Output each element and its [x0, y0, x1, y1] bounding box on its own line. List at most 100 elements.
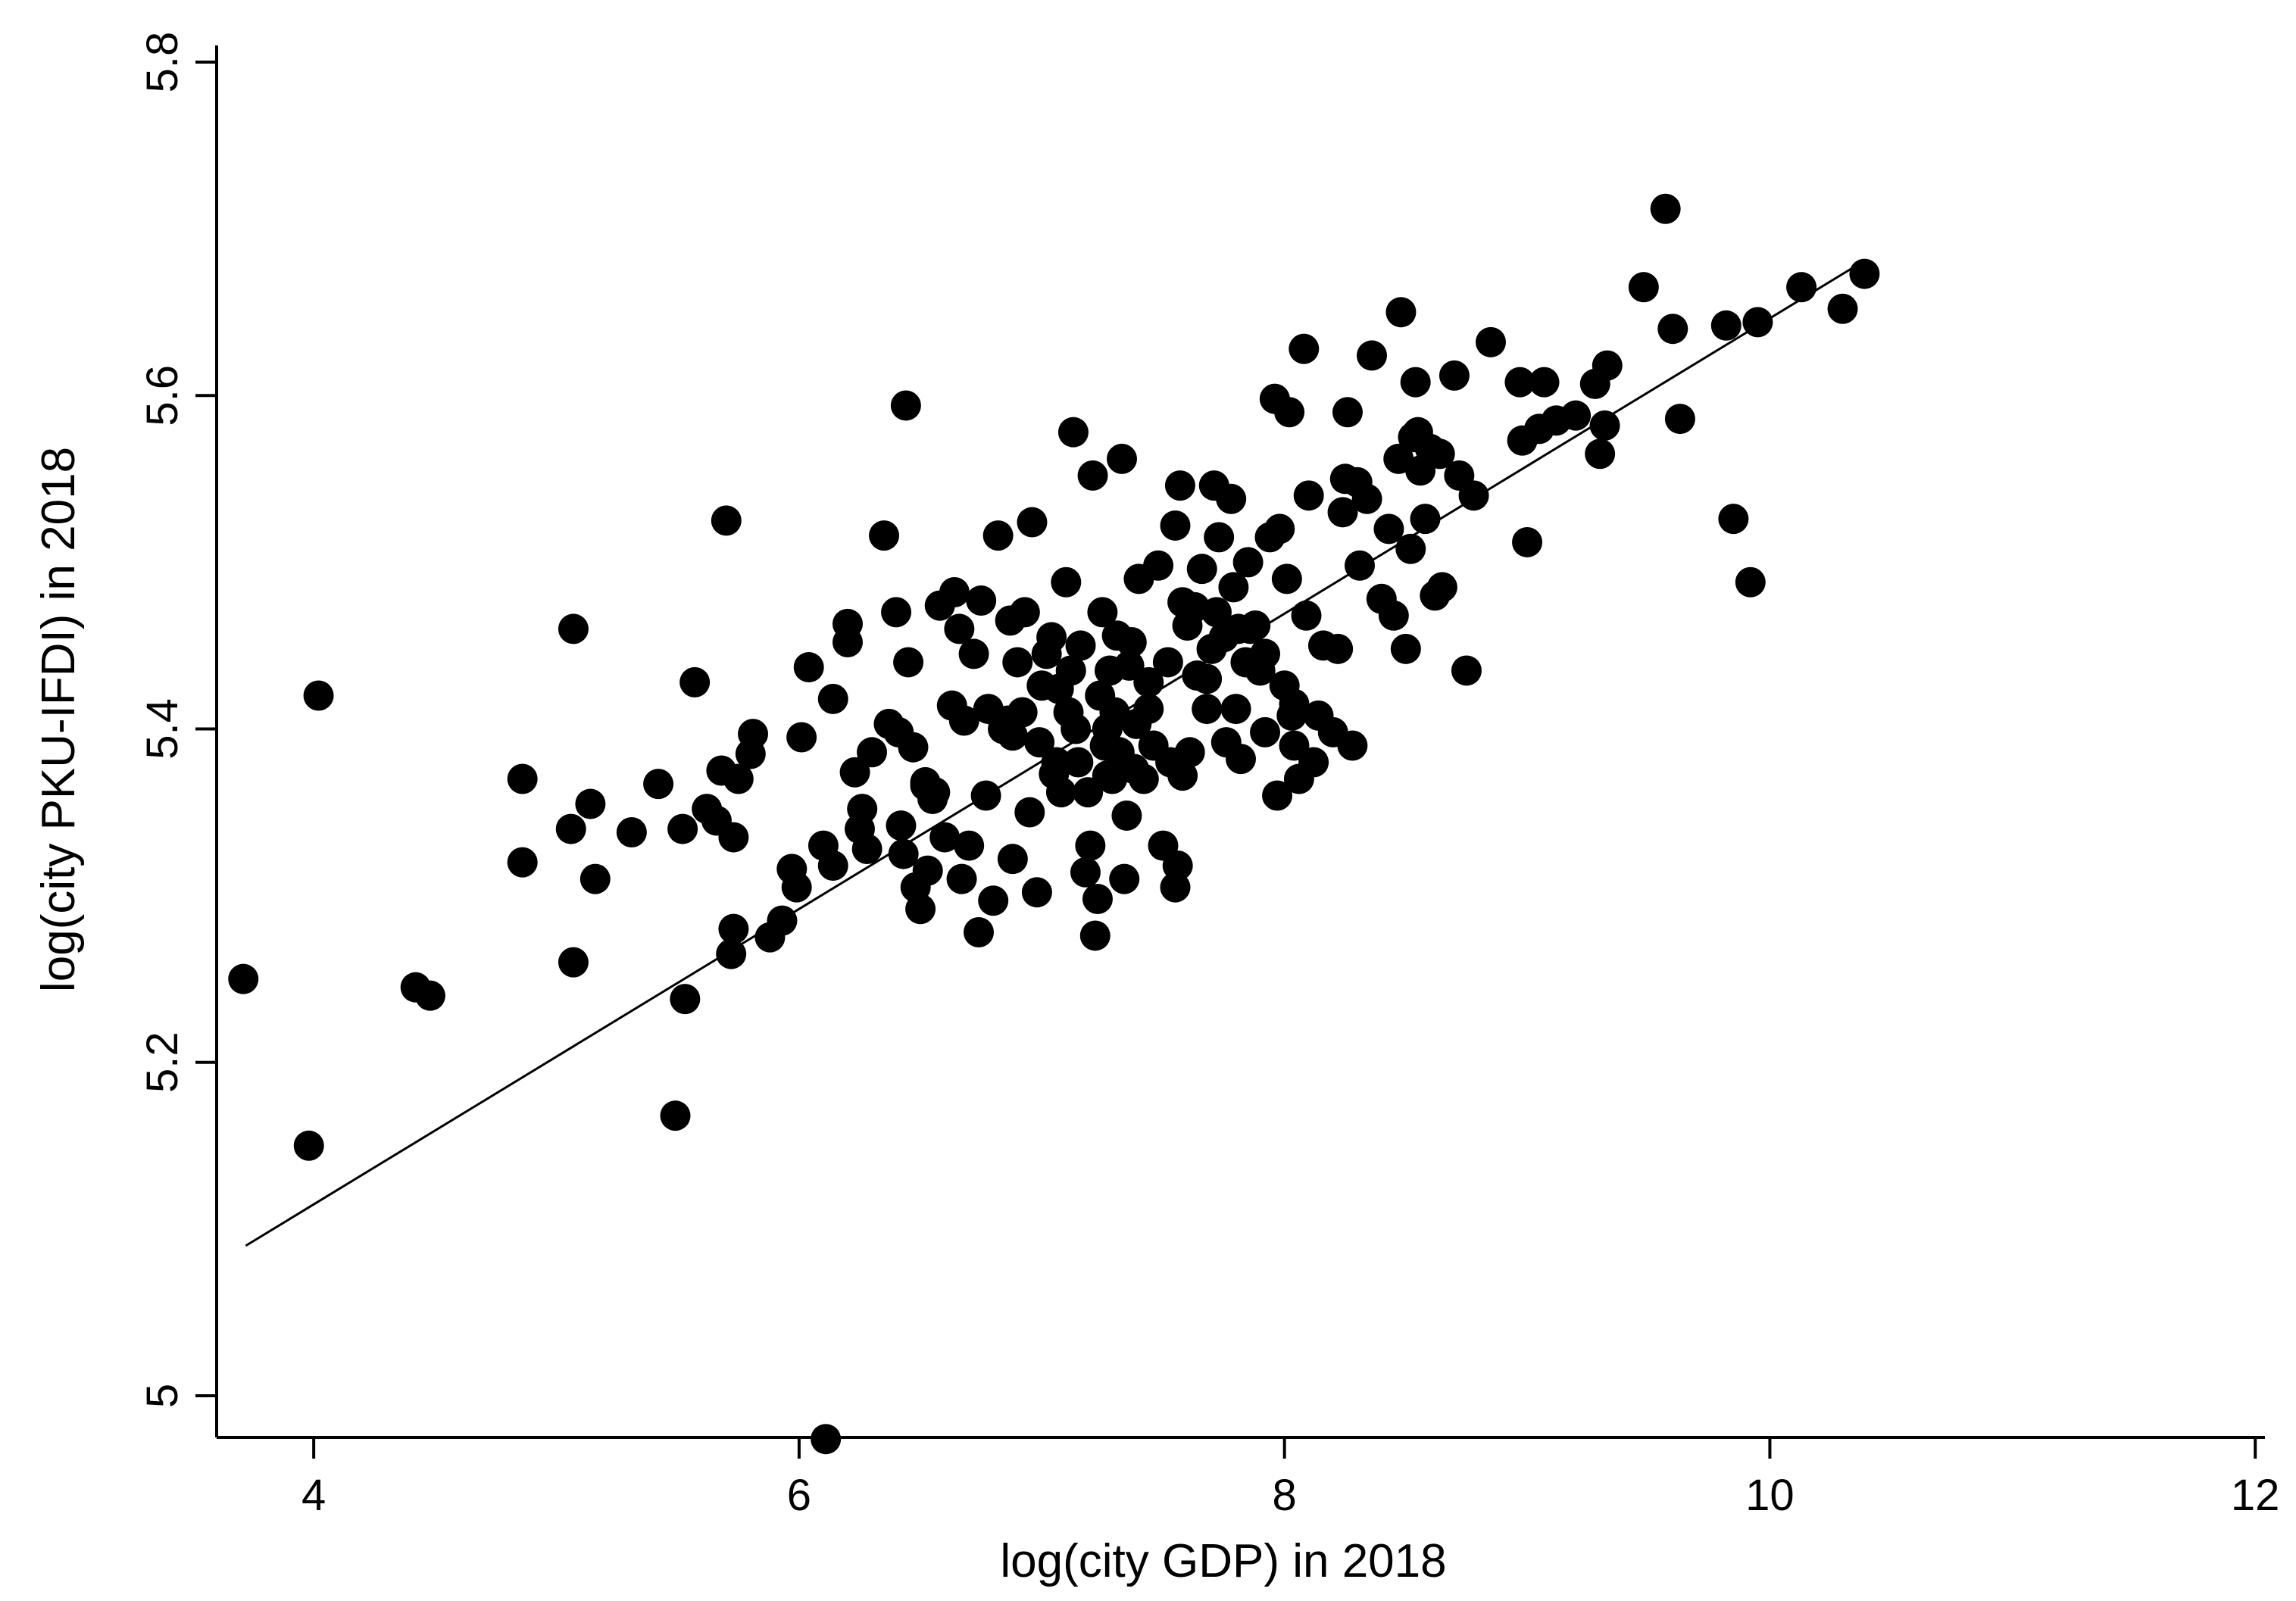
scatter-point: [954, 830, 985, 861]
scatter-point: [958, 638, 989, 669]
x-tick-label: 4: [301, 1471, 326, 1520]
scatter-point: [857, 737, 888, 768]
scatter-point: [723, 763, 754, 794]
scatter-point: [1087, 597, 1118, 628]
scatter-point: [1232, 547, 1264, 578]
scatter-point: [1628, 272, 1659, 303]
scatter-point: [1291, 600, 1322, 631]
scatter-point: [1390, 633, 1421, 664]
scatter-point: [1192, 663, 1223, 694]
scatter-point: [1133, 694, 1164, 725]
scatter-point: [1274, 397, 1305, 428]
scatter-point: [1164, 470, 1195, 501]
scatter-point: [1116, 627, 1147, 658]
fit-line-layer: [245, 261, 1863, 1247]
scatter-point: [1657, 314, 1688, 345]
scatter-point: [929, 822, 961, 853]
scatter-point: [718, 822, 749, 853]
scatter-point: [1592, 350, 1623, 381]
scatter-point: [228, 963, 259, 994]
scatter-point: [711, 505, 742, 536]
scatter-point: [912, 855, 943, 886]
scatter-point: [1057, 417, 1089, 448]
scatter-point: [1065, 630, 1096, 661]
scatter-point: [1051, 566, 1082, 598]
scatter-point: [997, 720, 1028, 751]
scatter-point: [1218, 572, 1249, 603]
scatter-point: [1133, 666, 1164, 698]
scatter-point: [1128, 763, 1159, 794]
y-tick-label: 5: [138, 1384, 187, 1408]
scatter-point: [1827, 293, 1858, 324]
scatter-point: [1475, 326, 1506, 357]
scatter-point: [1323, 633, 1354, 664]
scatter-point: [1426, 572, 1457, 603]
scatter-point: [1077, 460, 1108, 491]
scatter-point: [1111, 800, 1142, 831]
scatter-point: [1226, 744, 1256, 775]
scatter-point: [817, 850, 848, 881]
scatter-point: [1451, 655, 1482, 686]
y-axis-ticks: 5 5.2 5.4 5.6 5.8: [138, 32, 217, 1408]
scatter-point: [1002, 647, 1033, 678]
scatter-point: [1560, 400, 1592, 431]
scatter-point: [1378, 600, 1409, 631]
scatter-point: [966, 585, 997, 616]
scatter-point: [1014, 797, 1045, 828]
scatter-point: [1082, 884, 1113, 915]
scatter-point: [507, 847, 538, 878]
scatter-point: [1585, 438, 1616, 470]
scatter-point: [948, 705, 979, 736]
scatter-point: [888, 838, 919, 869]
scatter-point: [1424, 438, 1455, 470]
scatter-point: [1036, 622, 1067, 653]
scatter-point: [893, 647, 924, 678]
scatter-point: [1021, 877, 1052, 908]
scatter-point: [905, 894, 936, 925]
scatter-point: [1664, 404, 1695, 435]
scatter-point: [1279, 688, 1310, 719]
scatter-point: [1337, 730, 1368, 761]
scatter-point: [1162, 850, 1193, 881]
scatter-point: [811, 1424, 842, 1455]
scatter-point: [1109, 863, 1140, 894]
scatter-point: [1650, 193, 1681, 224]
scatter-point: [817, 683, 848, 714]
scatter-point: [575, 788, 606, 819]
scatter-point: [890, 390, 921, 421]
scatter-point: [1439, 360, 1470, 391]
x-tick-label: 10: [1745, 1471, 1795, 1520]
scatter-point: [1216, 483, 1247, 514]
scatter-point: [1174, 737, 1205, 768]
scatter-point: [1373, 513, 1404, 545]
scatter-point: [793, 652, 824, 683]
scatter-point: [1264, 513, 1295, 545]
scatter-point: [1186, 554, 1217, 585]
x-axis-ticks: 4 6 8 10 12: [301, 1437, 2279, 1520]
y-tick-label: 5.2: [138, 1031, 187, 1093]
scatter-point: [558, 947, 589, 978]
scatter-point: [1351, 483, 1382, 514]
scatter-point: [781, 872, 812, 903]
scatter-point: [1298, 747, 1329, 778]
scatter-point: [1344, 550, 1375, 581]
scatter-point: [1410, 504, 1441, 535]
scatter-point: [997, 844, 1028, 875]
scatter-point: [1192, 694, 1223, 725]
scatter-point: [1055, 655, 1086, 686]
scatter-point: [1092, 760, 1123, 791]
scatter-point: [303, 680, 334, 711]
scatter-point: [1718, 504, 1749, 535]
scatter-point: [1107, 443, 1138, 474]
scatter-point: [1271, 563, 1302, 595]
scatter-point: [1063, 747, 1094, 778]
scatter-point: [1079, 920, 1111, 951]
fit-line: [245, 261, 1863, 1247]
scatter-point: [679, 666, 711, 698]
scatter-point: [1504, 367, 1535, 398]
y-tick-label: 5.4: [138, 698, 187, 760]
scatter-point: [1041, 747, 1072, 778]
y-tick-label: 5.6: [138, 365, 187, 426]
scatter-point: [1075, 830, 1106, 861]
